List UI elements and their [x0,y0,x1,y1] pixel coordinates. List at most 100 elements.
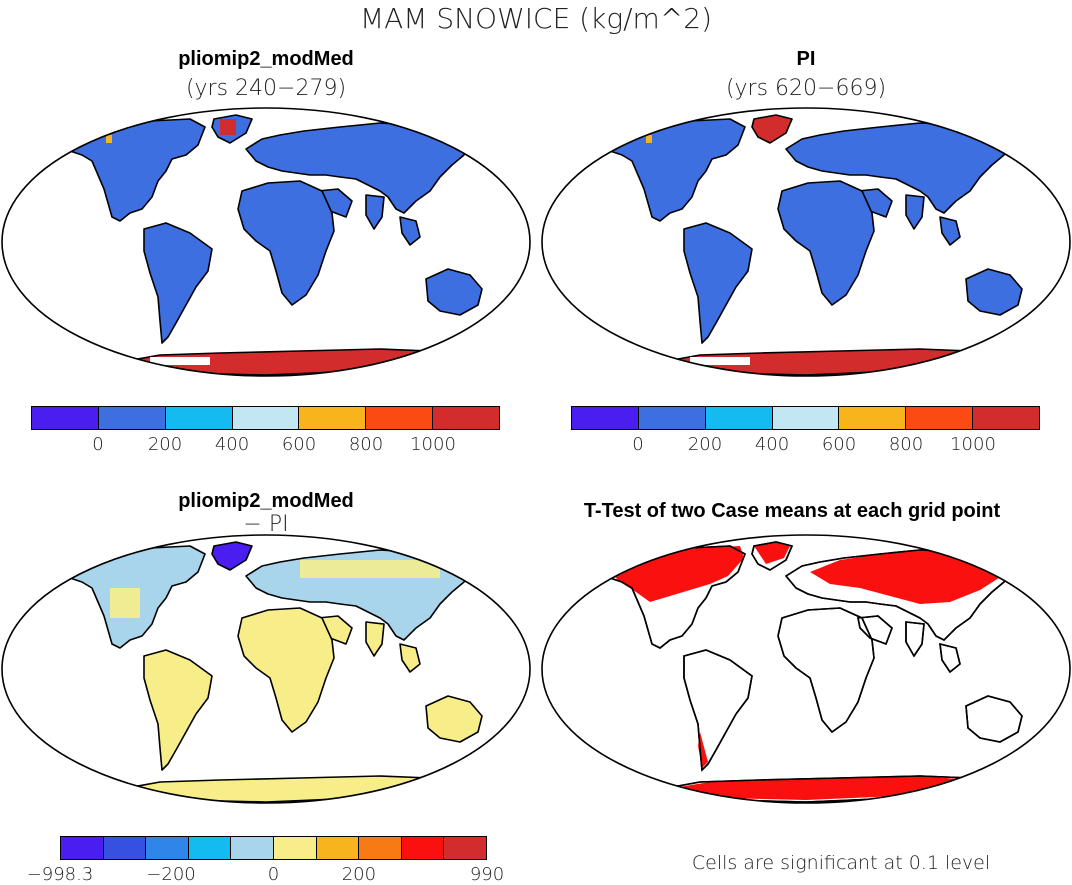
panel-title-bottom-right: T-Test of two Case means at each grid po… [583,500,1001,522]
colorbar-swatch [401,837,445,859]
alaska-patch [106,135,112,143]
colorbar-swatch [433,407,500,429]
landmass-india [365,194,385,230]
map-top-left [1,107,531,377]
coastline-arabia [857,615,893,646]
landmass-seasia [399,216,421,246]
landmass-namerica [601,118,746,222]
colorbar-swatch [772,407,840,429]
colorbar-tick-label: 600 [281,434,317,455]
coastline-eurasia [784,549,1009,641]
map-frame [541,534,1071,804]
colorbar-tick-label: −200 [146,864,196,885]
colorbar-tick-label: 800 [348,434,384,455]
colorbar-swatch [906,407,974,429]
coastline-seasia [939,642,961,674]
coastline-india [905,621,925,658]
colorbar-bottom-left [60,836,487,860]
map-frame [541,107,1071,377]
map-top-right [541,107,1071,377]
colorbar-tick-label: 400 [214,434,250,455]
landmass-greenland [211,541,253,571]
map-bottom-left [1,534,531,804]
landmass-eurasia [785,122,1009,214]
landmass-africa [777,180,875,306]
landmass-australia [965,268,1023,316]
colorbar-tick-label: 600 [821,434,857,455]
significance-note: Cells are significant at 0.1 level [691,852,991,874]
coastline-africa [777,607,875,734]
colorbar-swatch [232,407,300,429]
panel-subtitle-top-left: (yrs 240−279) [185,76,347,101]
landmass-india [905,194,925,230]
colorbar-tick-label: 990 [469,864,505,885]
colorbar-swatch [273,837,317,859]
colorbar-top-right [571,406,1040,430]
landmass-seasia [939,216,961,246]
colorbar-tick-label: 200 [341,864,377,885]
colorbar-tick-label: 0 [267,864,280,885]
colorbar-top-left [31,406,500,430]
map-bottom-right [541,534,1071,804]
landmass-antarctica [115,775,441,803]
landmass-samerica [683,222,753,344]
colorbar-tick-label: 1000 [410,434,456,455]
greenland-ice-patch [760,119,776,135]
antarctic-gap [690,357,750,365]
colorbar-swatch [32,407,99,429]
coastline-samerica [683,649,753,772]
greenland-ice-patch [220,119,236,135]
colorbar-swatch [572,407,639,429]
map-frame [1,107,531,377]
colorbar-swatch [61,837,104,859]
landmass-africa [237,180,335,306]
colorbar-swatch [359,837,402,859]
colorbar-swatch [165,407,233,429]
colorbar-tick-label: 200 [687,434,723,455]
landmass-namerica [61,118,206,222]
siberia-yellow-band [300,560,440,578]
colorbar-swatch [299,407,367,429]
panel-subtitle-top-right: (yrs 620−669) [725,76,887,101]
colorbar-swatch [188,837,232,859]
landmass-seasia [939,643,961,673]
colorbar-tick-label: 0 [632,434,644,455]
signif-eurasia [810,550,1002,604]
colorbar-swatch [638,407,706,429]
panel-title-top-left: pliomip2_modMed [178,48,354,70]
colorbar-tick-label: 0 [92,434,104,455]
landmass-africa [237,607,335,733]
coastline-australia [965,695,1023,743]
panel-title-top-right: PI [796,48,816,70]
colorbar-swatch [103,837,147,859]
colorbar-tick-label: 400 [754,434,790,455]
colorbar-tick-label: 1000 [950,434,996,455]
landmass-australia [425,268,483,316]
alaska-patch [646,135,652,143]
map-frame [1,534,531,804]
colorbar-tick-label: −998.3 [26,864,94,885]
antarctic-gap [150,357,210,365]
landmass-samerica [143,222,213,344]
landmass-australia [425,695,483,743]
colorbar-swatch [366,407,434,429]
colorbar-tick-label: 200 [147,434,183,455]
panel-title-bottom-left: pliomip2_modMed [178,490,354,512]
colorbar-swatch [231,837,274,859]
colorbar-swatch [839,407,907,429]
landmass-seasia [399,643,421,673]
colorbar-swatch [98,407,166,429]
landmass-india [905,621,925,657]
colorbar-tick-label: 800 [888,434,924,455]
colorbar-swatch [316,837,360,859]
landmass-eurasia [245,122,469,214]
coastline-greenland [751,541,794,571]
colorbar-swatch [705,407,773,429]
coastline-namerica [600,545,747,649]
colorbar-swatch [146,837,189,859]
signif-greenland [754,542,790,564]
panel-subtitle-bottom-left: − PI [243,512,289,537]
colorbar-swatch [444,837,486,859]
signif-namerica [606,546,744,602]
canada-yellow-band [110,588,140,618]
